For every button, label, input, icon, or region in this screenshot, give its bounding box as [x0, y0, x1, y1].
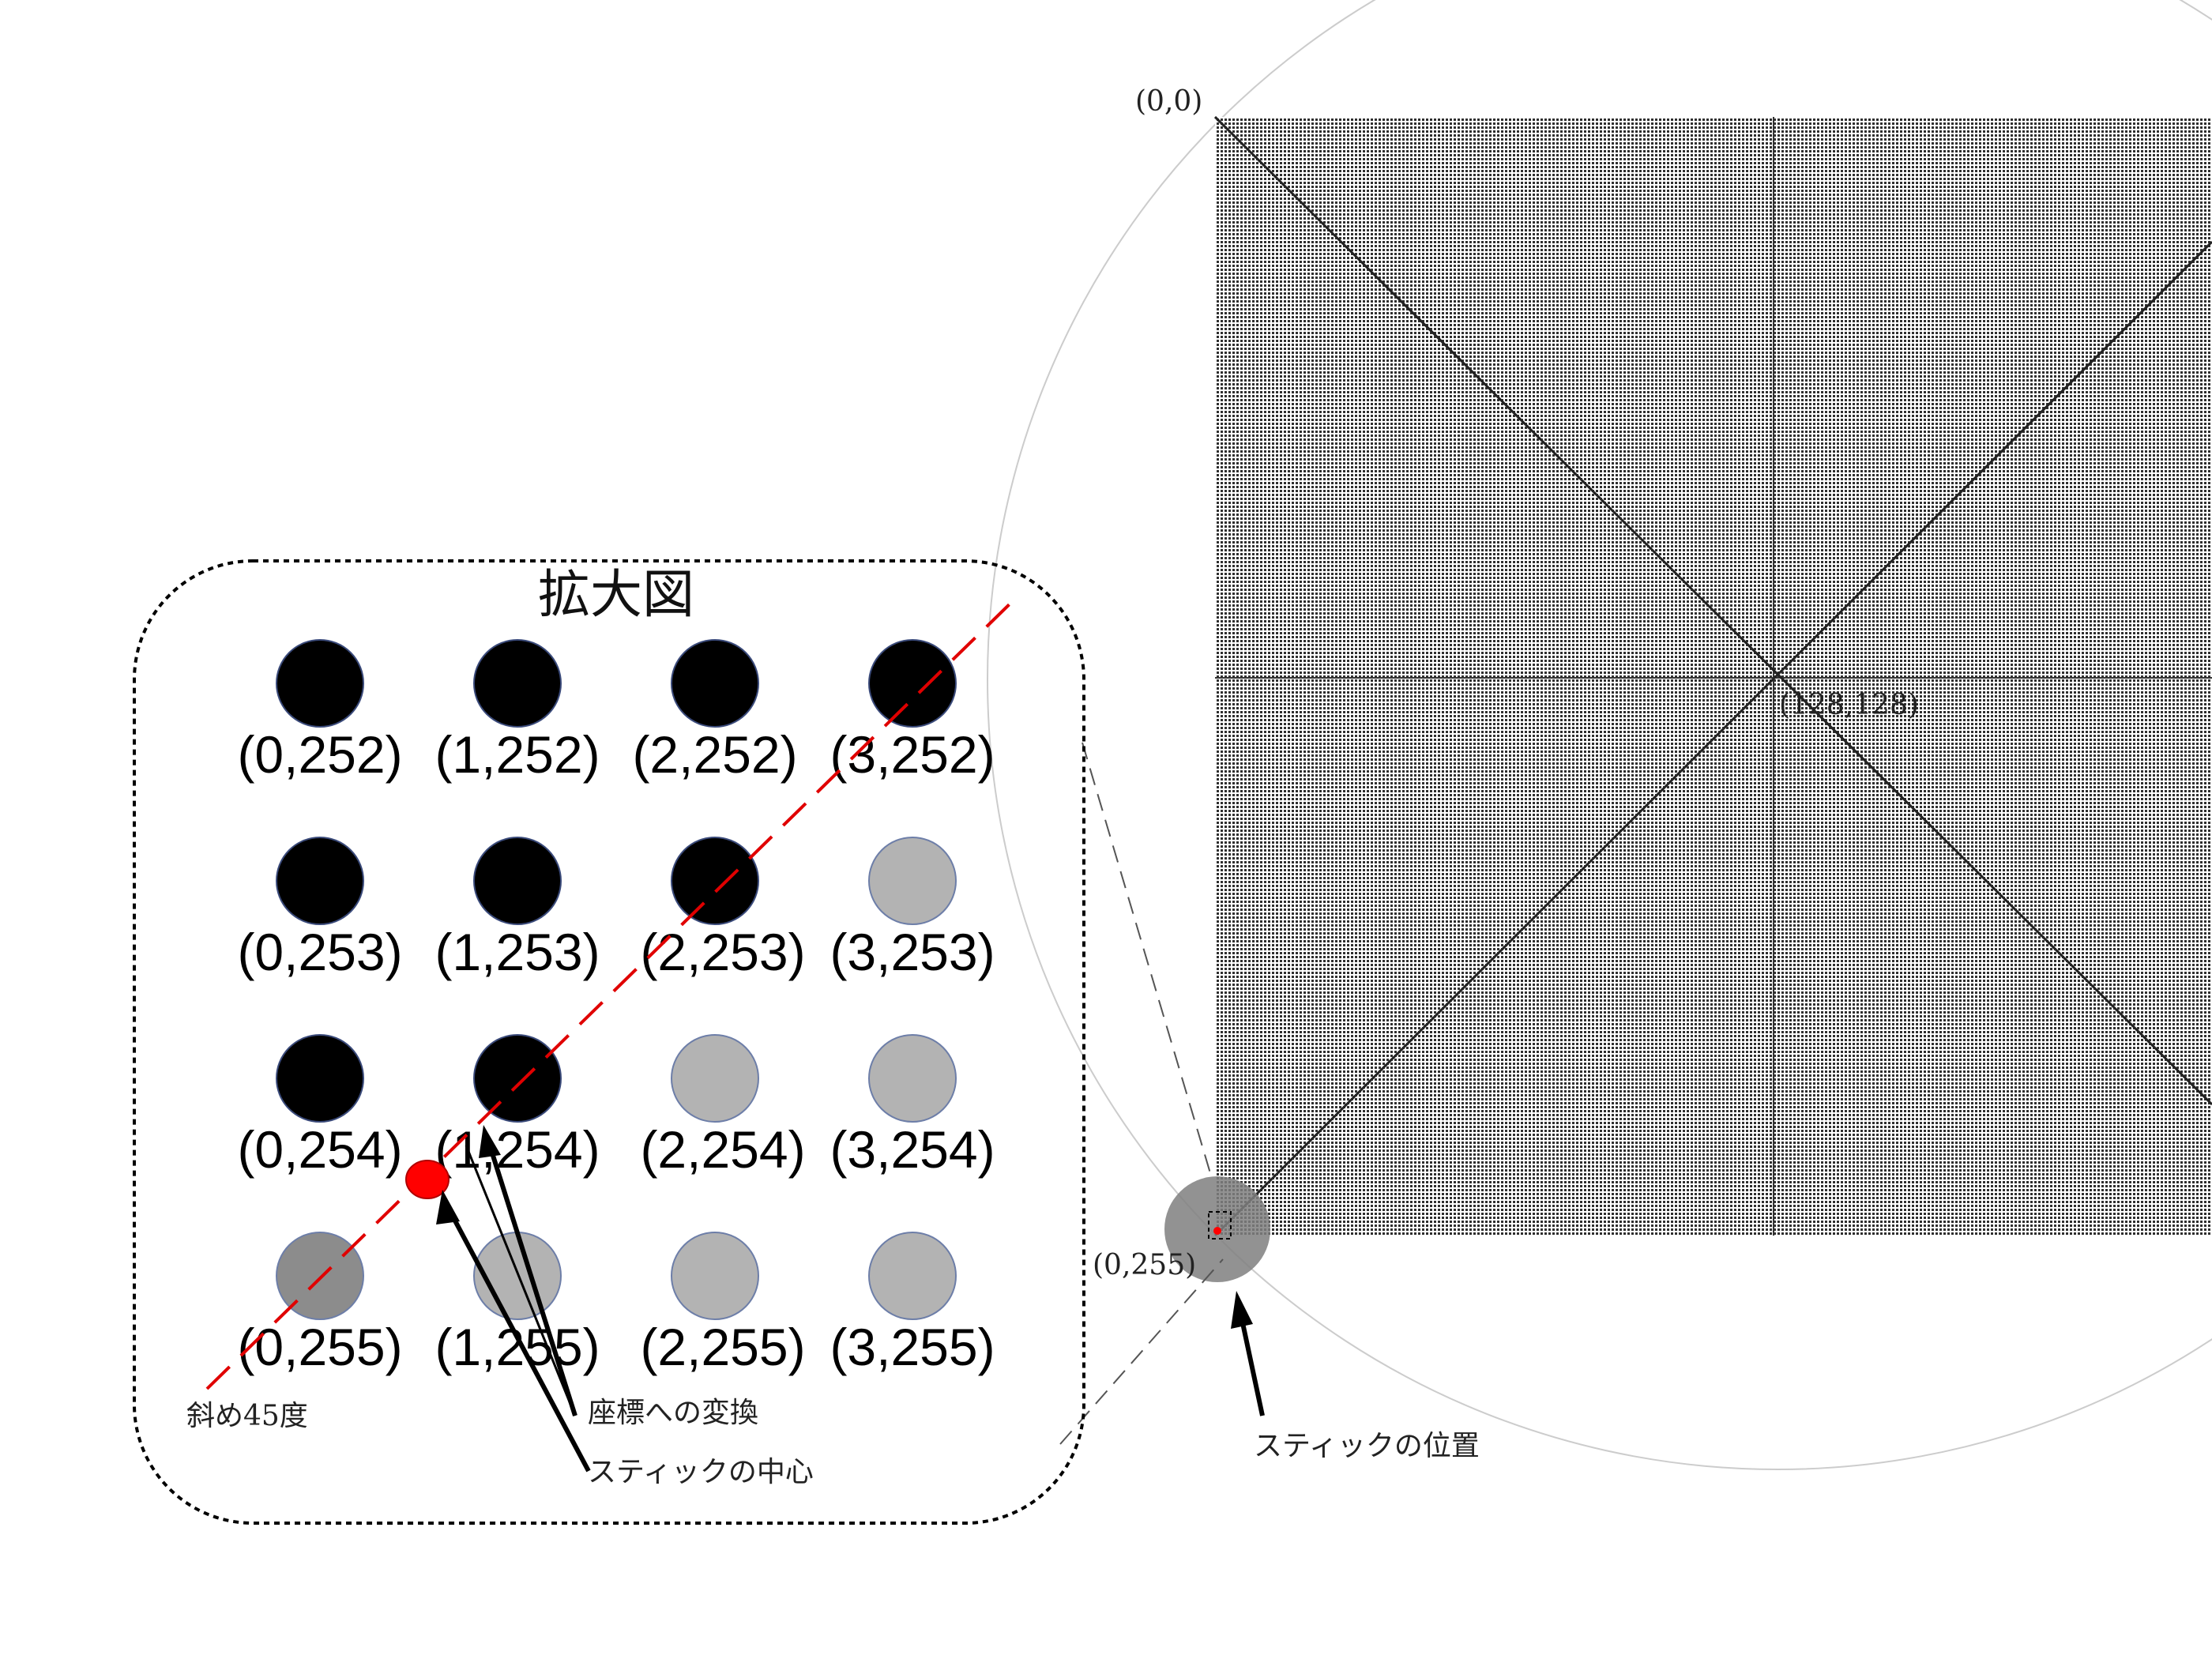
- pixel-dot-label: (1,255): [434, 1318, 600, 1376]
- grid-diagonal-down: [1213, 115, 2212, 1106]
- conversion-arrowhead: [479, 1125, 501, 1158]
- pixel-dot: [671, 1034, 759, 1123]
- pixel-dot: [868, 837, 957, 925]
- pixel-dot-label: (3,254): [830, 1120, 995, 1179]
- pixel-dot-label: (2,255): [640, 1318, 805, 1376]
- stick-center-arrowhead: [436, 1190, 460, 1224]
- pixel-dot-label: (1,254): [434, 1120, 600, 1179]
- pixel-dot-label: (1,252): [434, 725, 600, 784]
- pixel-dot: [473, 639, 562, 728]
- pixel-dot: [276, 1232, 364, 1320]
- pixel-dot: [276, 639, 364, 728]
- stick-position-arrowhead: [1231, 1291, 1253, 1329]
- stick-position-arrow: [1240, 1319, 1265, 1416]
- zoom-connector-bottom: [1059, 1258, 1224, 1445]
- pixel-dot-label: (2,252): [632, 725, 797, 784]
- stick-center-arrow: [448, 1210, 591, 1473]
- stick-center-dot: [405, 1160, 450, 1199]
- pixel-dot: [868, 1034, 957, 1123]
- pixel-dot: [671, 1232, 759, 1320]
- pixel-dot-grid: (0,252) (1,252) (2,252) (3,252)(0,253) (1,25…: [237, 639, 995, 1376]
- pixel-dot-label: (0,253): [237, 923, 402, 981]
- pixel-dot: [276, 1034, 364, 1123]
- pixel-dot-label: (0,254): [237, 1120, 402, 1179]
- stick-position-dot: [1213, 1227, 1221, 1235]
- magnified-panel: [133, 559, 1085, 1525]
- pixel-dot: [473, 1034, 562, 1123]
- pixel-dot-label: (1,253): [434, 923, 600, 981]
- pixel-dot-label: (3,253): [830, 923, 995, 981]
- coordinate-grid: [1215, 117, 2212, 1236]
- grid-label-bottom-left: (0,255): [1093, 1249, 1196, 1281]
- grid-label-origin: (0,0): [1135, 85, 1202, 118]
- pixel-dot: [276, 837, 364, 925]
- magnified-title: 拡大図: [538, 564, 694, 625]
- pixel-dot: [671, 837, 759, 925]
- diagonal-label: 斜め45度: [186, 1400, 308, 1432]
- stick-range-circle: [987, 0, 2212, 1470]
- pixel-dot-label: (0,252): [237, 725, 402, 784]
- stick-position-label: スティックの位置: [1254, 1430, 1480, 1462]
- pixel-dot: [868, 1232, 957, 1320]
- grid-diagonal-up: [1213, 240, 2212, 1237]
- pixel-dot-label: (0,255): [237, 1318, 402, 1376]
- zoom-connector-top: [1082, 742, 1211, 1174]
- pixel-dot: [671, 639, 759, 728]
- pixel-dot-label: (2,253): [640, 923, 805, 981]
- pixel-dot: [868, 639, 957, 728]
- pixel-dot-label: (2,254): [640, 1120, 805, 1179]
- pixel-dot: [473, 837, 562, 925]
- conversion-label: 座標への変換: [588, 1397, 758, 1429]
- stick-zoom-box: [1208, 1211, 1232, 1240]
- grid-label-center: (128,128): [1779, 689, 1919, 721]
- pixel-dot-label: (3,255): [830, 1318, 995, 1376]
- stick-center-label: スティックの中心: [588, 1456, 814, 1488]
- conversion-arrow: [487, 1145, 577, 1416]
- conversion-arrow-hint: [465, 1145, 577, 1416]
